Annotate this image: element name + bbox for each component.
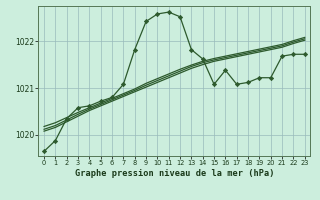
X-axis label: Graphe pression niveau de la mer (hPa): Graphe pression niveau de la mer (hPa) <box>75 169 274 178</box>
